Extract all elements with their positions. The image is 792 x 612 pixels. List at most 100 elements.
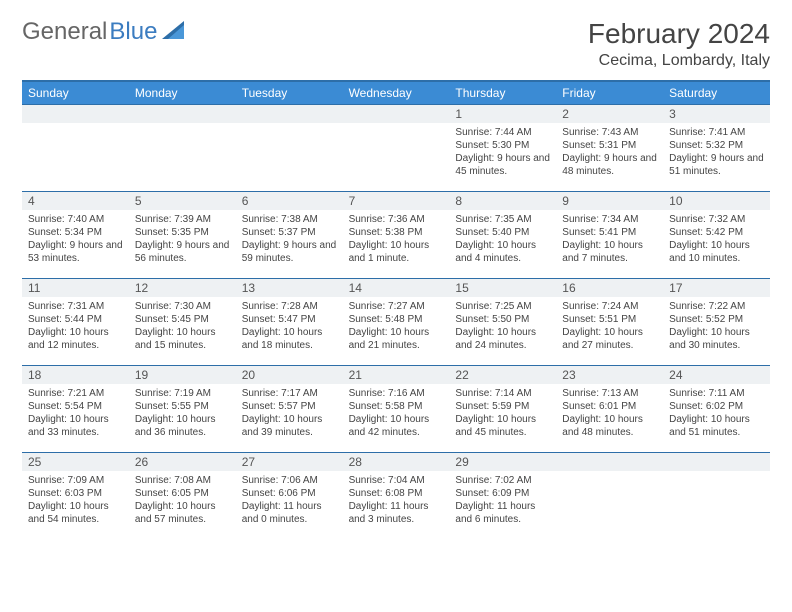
daylight-text: Daylight: 10 hours and 33 minutes.	[28, 413, 123, 439]
sunrise-text: Sunrise: 7:36 AM	[349, 213, 444, 226]
day-cell: 22Sunrise: 7:14 AMSunset: 5:59 PMDayligh…	[449, 366, 556, 452]
sunrise-text: Sunrise: 7:41 AM	[669, 126, 764, 139]
day-number: 6	[236, 192, 343, 210]
sunset-text: Sunset: 5:50 PM	[455, 313, 550, 326]
sunrise-text: Sunrise: 7:08 AM	[135, 474, 230, 487]
daylight-text: Daylight: 11 hours and 0 minutes.	[242, 500, 337, 526]
day-cell	[129, 105, 236, 191]
sunset-text: Sunset: 5:30 PM	[455, 139, 550, 152]
daylight-text: Daylight: 10 hours and 48 minutes.	[562, 413, 657, 439]
daylight-text: Daylight: 11 hours and 3 minutes.	[349, 500, 444, 526]
day-number: 16	[556, 279, 663, 297]
day-data: Sunrise: 7:24 AMSunset: 5:51 PMDaylight:…	[556, 297, 663, 358]
day-cell	[556, 453, 663, 539]
day-cell: 7Sunrise: 7:36 AMSunset: 5:38 PMDaylight…	[343, 192, 450, 278]
weekday-header: Monday	[129, 82, 236, 104]
day-cell: 14Sunrise: 7:27 AMSunset: 5:48 PMDayligh…	[343, 279, 450, 365]
day-number: 11	[22, 279, 129, 297]
day-cell: 8Sunrise: 7:35 AMSunset: 5:40 PMDaylight…	[449, 192, 556, 278]
day-data	[556, 471, 663, 480]
day-data: Sunrise: 7:17 AMSunset: 5:57 PMDaylight:…	[236, 384, 343, 445]
sunset-text: Sunset: 6:09 PM	[455, 487, 550, 500]
sunset-text: Sunset: 5:37 PM	[242, 226, 337, 239]
sunrise-text: Sunrise: 7:22 AM	[669, 300, 764, 313]
day-number: 2	[556, 105, 663, 123]
weekday-header: Friday	[556, 82, 663, 104]
sunrise-text: Sunrise: 7:34 AM	[562, 213, 657, 226]
weekday-header-row: SundayMondayTuesdayWednesdayThursdayFrid…	[22, 82, 770, 104]
sunrise-text: Sunrise: 7:24 AM	[562, 300, 657, 313]
day-data: Sunrise: 7:06 AMSunset: 6:06 PMDaylight:…	[236, 471, 343, 532]
day-data: Sunrise: 7:02 AMSunset: 6:09 PMDaylight:…	[449, 471, 556, 532]
daylight-text: Daylight: 10 hours and 7 minutes.	[562, 239, 657, 265]
sunset-text: Sunset: 6:06 PM	[242, 487, 337, 500]
day-number	[22, 105, 129, 123]
weeks-container: 1Sunrise: 7:44 AMSunset: 5:30 PMDaylight…	[22, 104, 770, 539]
week-row: 25Sunrise: 7:09 AMSunset: 6:03 PMDayligh…	[22, 452, 770, 539]
sunrise-text: Sunrise: 7:25 AM	[455, 300, 550, 313]
day-cell: 2Sunrise: 7:43 AMSunset: 5:31 PMDaylight…	[556, 105, 663, 191]
sunrise-text: Sunrise: 7:13 AM	[562, 387, 657, 400]
brand-part2: Blue	[109, 18, 157, 46]
day-number: 7	[343, 192, 450, 210]
daylight-text: Daylight: 10 hours and 24 minutes.	[455, 326, 550, 352]
sunrise-text: Sunrise: 7:17 AM	[242, 387, 337, 400]
day-cell	[343, 105, 450, 191]
day-cell: 23Sunrise: 7:13 AMSunset: 6:01 PMDayligh…	[556, 366, 663, 452]
day-cell: 25Sunrise: 7:09 AMSunset: 6:03 PMDayligh…	[22, 453, 129, 539]
day-number: 5	[129, 192, 236, 210]
sunset-text: Sunset: 5:48 PM	[349, 313, 444, 326]
daylight-text: Daylight: 10 hours and 57 minutes.	[135, 500, 230, 526]
daylight-text: Daylight: 9 hours and 59 minutes.	[242, 239, 337, 265]
sunset-text: Sunset: 5:41 PM	[562, 226, 657, 239]
day-number: 8	[449, 192, 556, 210]
day-cell: 9 Sunrise: 7:34 AMSunset: 5:41 PMDaylight…	[556, 192, 663, 278]
sunset-text: Sunset: 5:44 PM	[28, 313, 123, 326]
sunset-text: Sunset: 5:32 PM	[669, 139, 764, 152]
day-number: 20	[236, 366, 343, 384]
day-cell: 20Sunrise: 7:17 AMSunset: 5:57 PMDayligh…	[236, 366, 343, 452]
day-number	[129, 105, 236, 123]
daylight-text: Daylight: 11 hours and 6 minutes.	[455, 500, 550, 526]
logo-triangle-icon	[162, 18, 190, 46]
day-cell: 24Sunrise: 7:11 AMSunset: 6:02 PMDayligh…	[663, 366, 770, 452]
day-cell: 29Sunrise: 7:02 AMSunset: 6:09 PMDayligh…	[449, 453, 556, 539]
daylight-text: Daylight: 9 hours and 53 minutes.	[28, 239, 123, 265]
sunrise-text: Sunrise: 7:30 AM	[135, 300, 230, 313]
day-cell: 13Sunrise: 7:28 AMSunset: 5:47 PMDayligh…	[236, 279, 343, 365]
calendar-page: GeneralBlue February 2024 Cecima, Lombar…	[0, 0, 792, 557]
week-row: 11Sunrise: 7:31 AMSunset: 5:44 PMDayligh…	[22, 278, 770, 365]
day-data: Sunrise: 7:19 AMSunset: 5:55 PMDaylight:…	[129, 384, 236, 445]
calendar-grid: SundayMondayTuesdayWednesdayThursdayFrid…	[22, 80, 770, 539]
day-data: Sunrise: 7:21 AMSunset: 5:54 PMDaylight:…	[22, 384, 129, 445]
sunset-text: Sunset: 5:40 PM	[455, 226, 550, 239]
day-number: 9	[556, 192, 663, 210]
sunset-text: Sunset: 6:03 PM	[28, 487, 123, 500]
day-cell: 17Sunrise: 7:22 AMSunset: 5:52 PMDayligh…	[663, 279, 770, 365]
page-header: GeneralBlue February 2024 Cecima, Lombar…	[22, 18, 770, 70]
week-row: 4Sunrise: 7:40 AMSunset: 5:34 PMDaylight…	[22, 191, 770, 278]
day-number	[556, 453, 663, 471]
day-number: 25	[22, 453, 129, 471]
daylight-text: Daylight: 10 hours and 4 minutes.	[455, 239, 550, 265]
day-number: 13	[236, 279, 343, 297]
day-cell: 10Sunrise: 7:32 AMSunset: 5:42 PMDayligh…	[663, 192, 770, 278]
day-cell: 12Sunrise: 7:30 AMSunset: 5:45 PMDayligh…	[129, 279, 236, 365]
day-cell: 19Sunrise: 7:19 AMSunset: 5:55 PMDayligh…	[129, 366, 236, 452]
day-number: 17	[663, 279, 770, 297]
day-cell: 3Sunrise: 7:41 AMSunset: 5:32 PMDaylight…	[663, 105, 770, 191]
sunrise-text: Sunrise: 7:14 AM	[455, 387, 550, 400]
sunset-text: Sunset: 5:35 PM	[135, 226, 230, 239]
day-data: Sunrise: 7:38 AMSunset: 5:37 PMDaylight:…	[236, 210, 343, 271]
sunrise-text: Sunrise: 7:19 AM	[135, 387, 230, 400]
day-number: 14	[343, 279, 450, 297]
sunrise-text: Sunrise: 7:38 AM	[242, 213, 337, 226]
daylight-text: Daylight: 10 hours and 1 minute.	[349, 239, 444, 265]
daylight-text: Daylight: 10 hours and 39 minutes.	[242, 413, 337, 439]
day-data: Sunrise: 7:11 AMSunset: 6:02 PMDaylight:…	[663, 384, 770, 445]
day-number: 23	[556, 366, 663, 384]
month-title: February 2024	[588, 18, 770, 50]
brand-part1: General	[22, 18, 107, 46]
weekday-header: Tuesday	[236, 82, 343, 104]
day-data: Sunrise: 7:08 AMSunset: 6:05 PMDaylight:…	[129, 471, 236, 532]
